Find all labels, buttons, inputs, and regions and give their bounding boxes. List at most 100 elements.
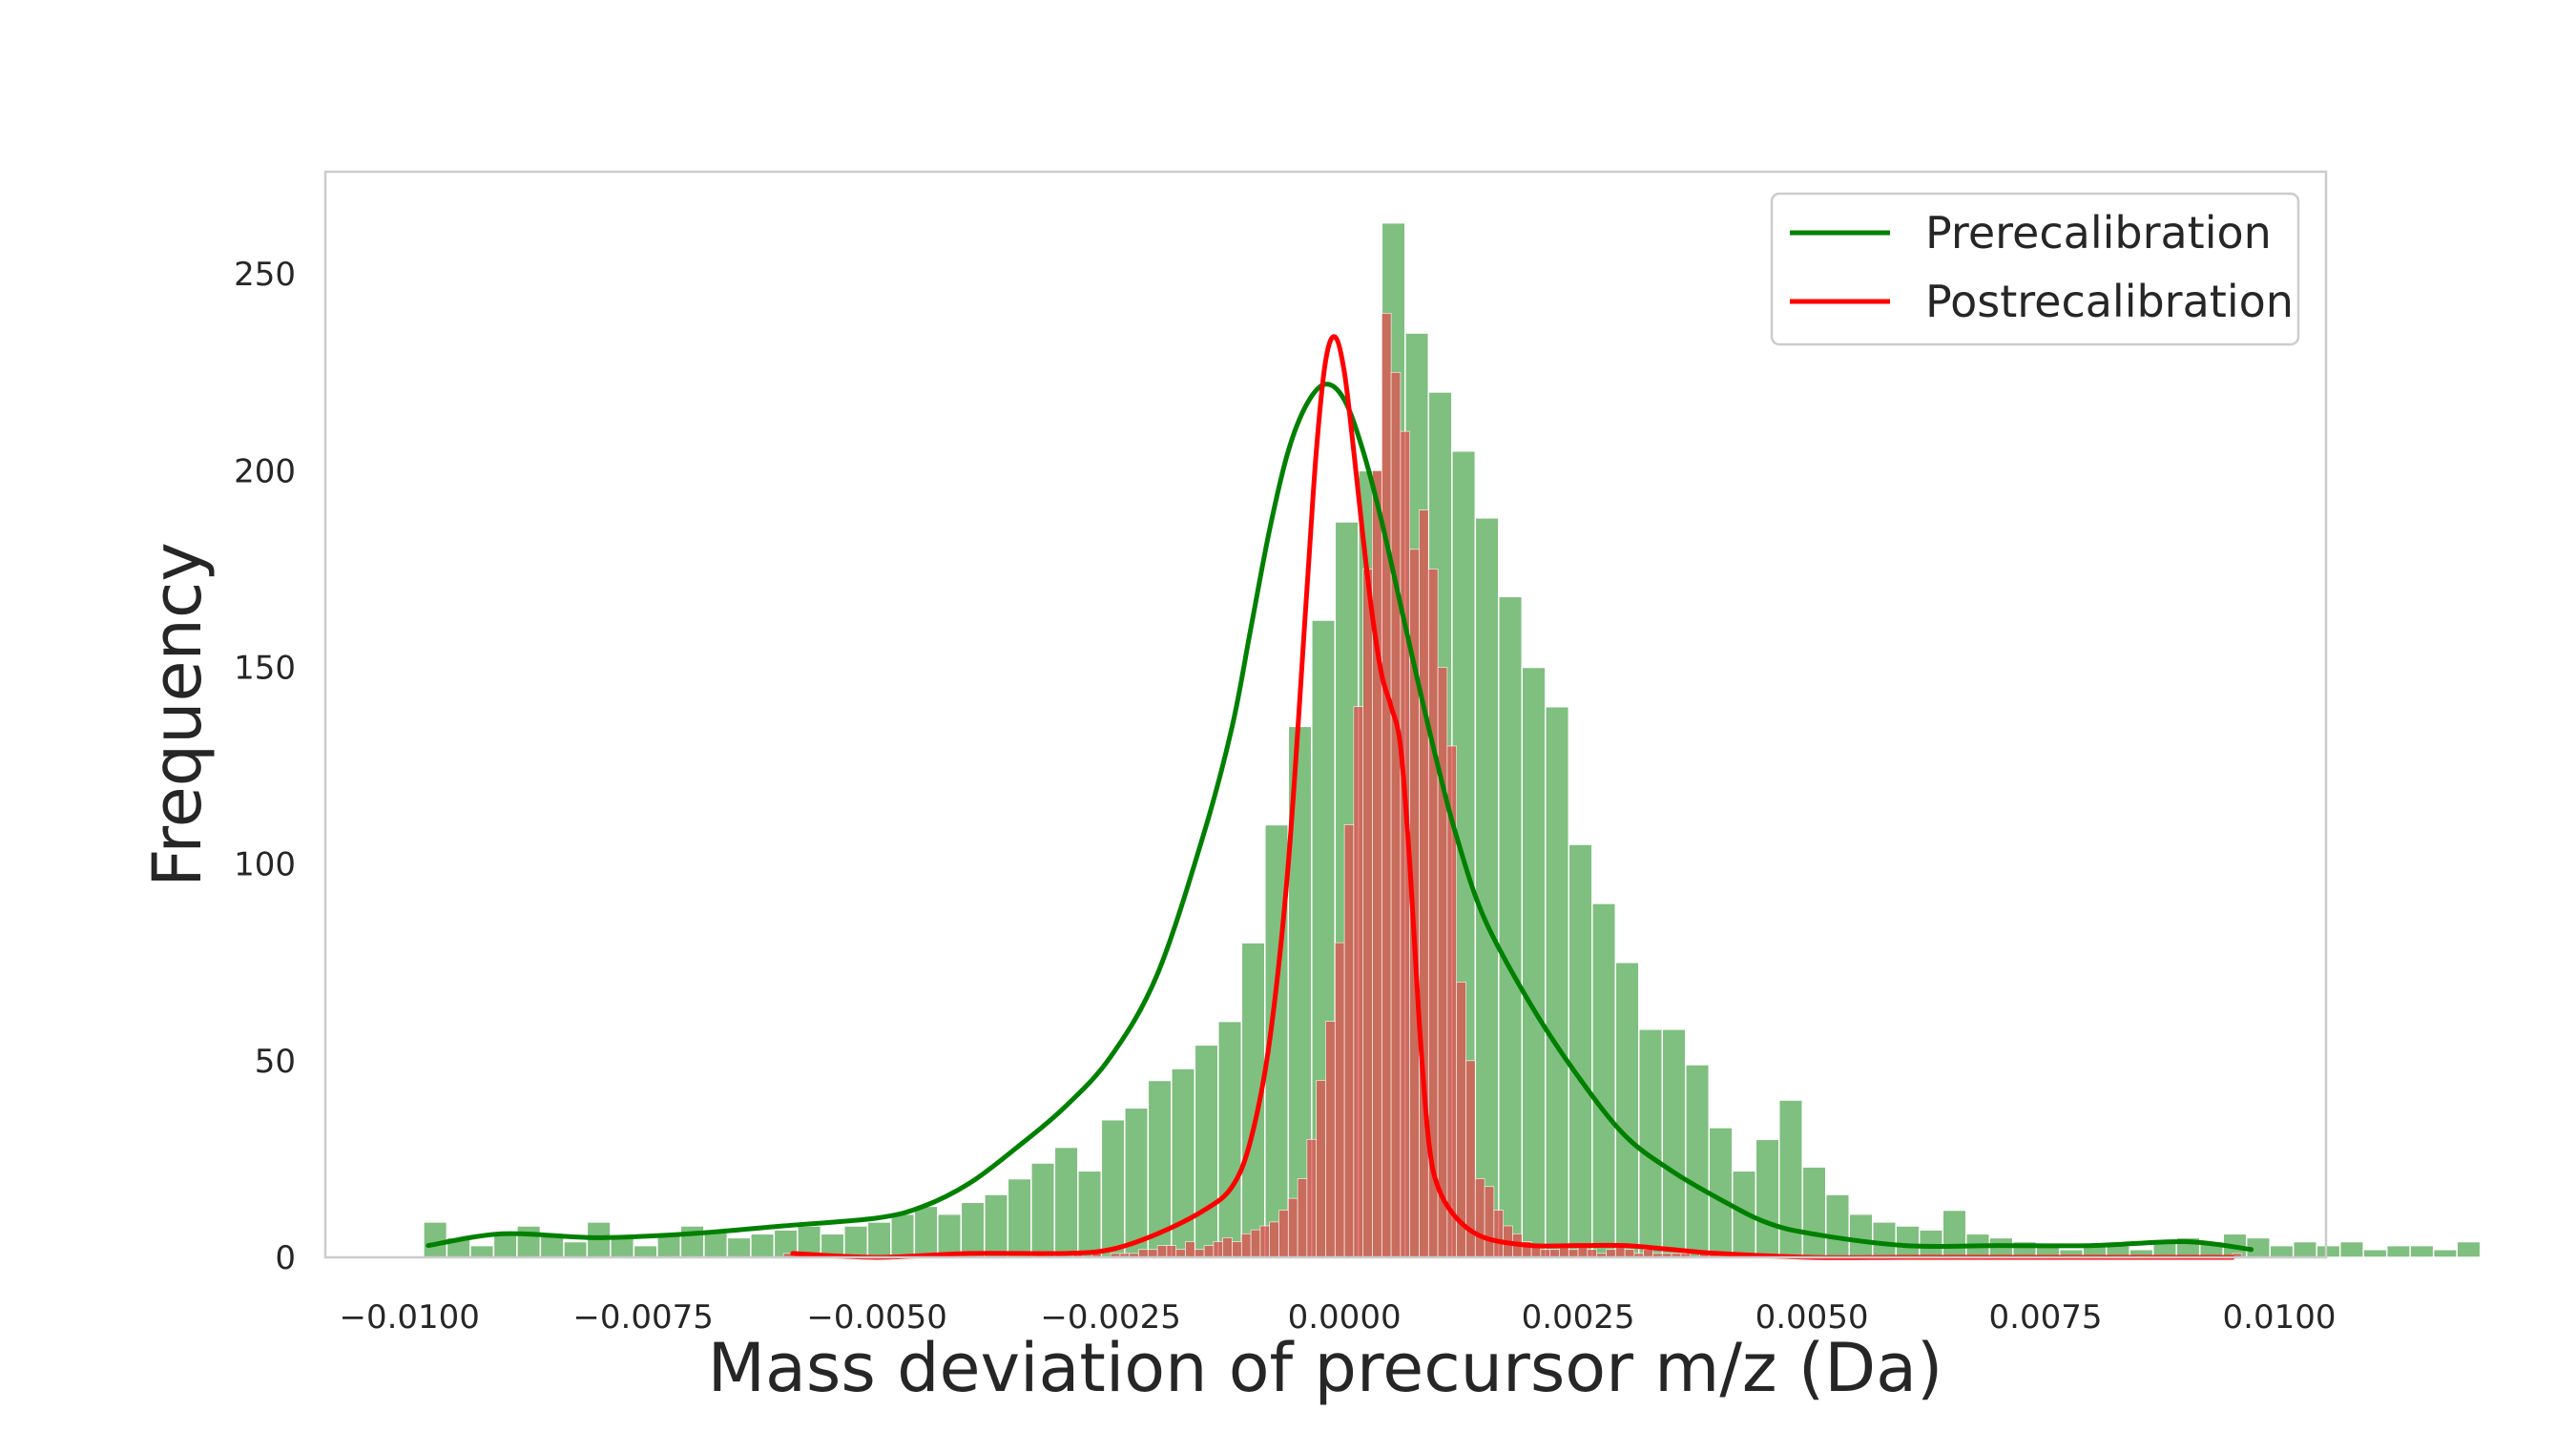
bar-prerecalibration [2269,1244,2295,1258]
y-axis-title: Frequency [138,542,217,887]
bar-postrecalibration [1297,1178,1308,1258]
y-tick-label: 50 [255,1043,296,1081]
bar-prerecalibration [492,1233,518,1258]
bar-postrecalibration [1250,1229,1261,1258]
bar-prerecalibration [890,1213,916,1258]
bar-prerecalibration [469,1244,495,1258]
bar-postrecalibration [1381,313,1392,1258]
bar-prerecalibration [1124,1107,1150,1258]
bar-prerecalibration [516,1225,542,1258]
bar-prerecalibration [1661,1028,1687,1258]
x-tick-label: 0.0050 [1755,1298,1869,1337]
bar-prerecalibration [1614,962,1640,1258]
bar-postrecalibration [1362,569,1373,1258]
y-tick-label: 150 [234,650,296,688]
bar-prerecalibration [1755,1138,1780,1258]
x-axis-title: Mass deviation of precursor m/z (Da) [708,1329,1943,1407]
x-tick-label: 0.0000 [1288,1298,1402,1337]
x-tick-label: −0.0025 [1040,1298,1180,1337]
bar-prerecalibration [1568,843,1593,1258]
bar-postrecalibration [1343,824,1355,1258]
bar-postrecalibration [1213,1241,1224,1258]
bar-prerecalibration [2432,1249,2458,1258]
bar-prerecalibration [423,1221,448,1258]
y-tick-label: 100 [234,846,296,884]
x-tick-label: −0.0075 [572,1298,713,1337]
bar-prerecalibration [1030,1162,1056,1258]
kde-lines [426,334,2254,1260]
bar-prerecalibration [2316,1244,2341,1258]
bar-prerecalibration [1217,1020,1243,1258]
bar-prerecalibration [679,1225,705,1258]
bar-prerecalibration [563,1240,589,1258]
bar-prerecalibration [937,1213,963,1258]
bar-prerecalibration [1942,1209,1967,1258]
plot-frame [323,170,2328,1259]
bar-postrecalibration [1372,470,1382,1258]
bar-postrecalibration [1390,371,1402,1258]
bar-postrecalibration [1288,1197,1298,1258]
bar-prerecalibration [866,1221,892,1258]
bar-postrecalibration [1166,1245,1177,1258]
x-tick-label: 0.0025 [1522,1298,1635,1337]
bar-prerecalibration [2292,1240,2317,1258]
bar-prerecalibration [984,1193,1009,1258]
bar-postrecalibration [1335,942,1345,1258]
bar-postrecalibration [1306,1139,1318,1258]
x-tick-label: −0.0100 [339,1298,479,1337]
bar-postrecalibration [1316,1080,1326,1258]
postrecalibration-bars [782,313,2243,1258]
bar-prerecalibration [750,1233,776,1258]
bar-postrecalibration [1325,1021,1336,1258]
bar-postrecalibration [1185,1241,1195,1258]
bar-prerecalibration [1474,517,1500,1258]
y-tick-label: 200 [234,452,296,490]
bar-prerecalibration [610,1236,635,1258]
bar-prerecalibration [1498,595,1524,1258]
bar-prerecalibration [1638,1028,1664,1258]
x-tick-label: 0.0100 [2223,1298,2337,1337]
bar-prerecalibration [1848,1213,1874,1258]
y-axis-ticks: 0 50 100 150 200 250 [234,256,296,1277]
legend-frame [1770,192,2300,346]
bar-prerecalibration [1895,1225,1921,1258]
bar-prerecalibration [1872,1221,1897,1258]
bar-postrecalibration [1259,1225,1271,1258]
bar-prerecalibration [2456,1240,2482,1258]
bar-postrecalibration [1269,1221,1279,1258]
bar-prerecalibration [1053,1146,1079,1258]
bar-prerecalibration [2385,1244,2411,1258]
bar-prerecalibration [1171,1068,1196,1258]
bar-postrecalibration [1156,1245,1168,1258]
bar-prerecalibration [2409,1244,2435,1258]
bar-postrecalibration [1493,1210,1504,1258]
bar-prerecalibration [843,1225,869,1258]
kde-line-prerecalibration [426,382,2254,1253]
bar-postrecalibration [1437,667,1448,1258]
bar-prerecalibration [726,1236,752,1258]
bar-prerecalibration [1100,1118,1126,1258]
bar-prerecalibration [633,1244,658,1258]
bar-prerecalibration [1521,666,1547,1258]
bar-prerecalibration [1077,1170,1103,1258]
bar-prerecalibration [960,1201,986,1258]
bar-prerecalibration [1825,1193,1850,1258]
bar-postrecalibration [1474,1178,1485,1258]
x-tick-label: 0.0075 [1989,1298,2103,1337]
bar-prerecalibration [2362,1249,2388,1258]
legend-label-prerecalibration: Prerecalibration [1925,207,2272,259]
kde-line-postrecalibration [790,334,2235,1260]
bar-postrecalibration [1353,706,1364,1258]
legend: Prerecalibration Postrecalibration [1770,192,2300,346]
bar-postrecalibration [1278,1210,1289,1258]
bar-postrecalibration [1232,1241,1242,1258]
bar-prerecalibration [1007,1177,1032,1258]
bar-prerecalibration [1801,1166,1827,1258]
bar-prerecalibration [1545,706,1570,1258]
y-tick-label: 0 [275,1239,296,1277]
bar-prerecalibration [2338,1240,2364,1258]
bar-prerecalibration [1591,902,1617,1258]
x-axis-ticks: −0.0100 −0.0075 −0.0050 −0.0025 0.0000 0.0025… [339,1298,2336,1337]
legend-label-postrecalibration: Postrecalibration [1925,276,2294,327]
